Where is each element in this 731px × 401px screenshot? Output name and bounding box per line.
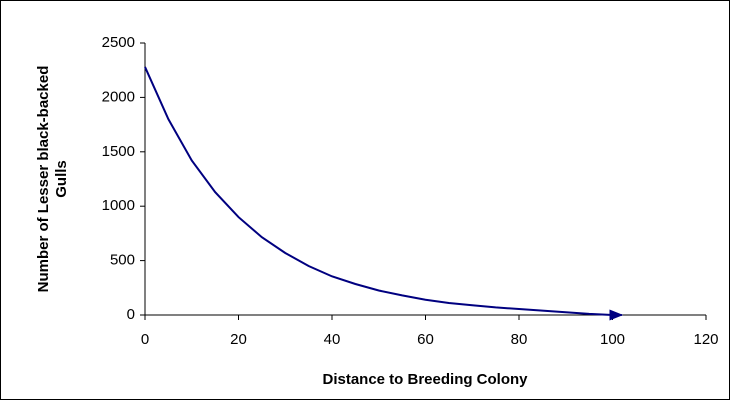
- x-axis-title: Distance to Breeding Colony: [322, 371, 528, 388]
- y-tick-label: 1000: [102, 197, 135, 214]
- y-tick-label: 2000: [102, 88, 135, 105]
- x-tick-label: 40: [324, 331, 341, 348]
- x-tick-label: 80: [511, 331, 528, 348]
- y-tick-label: 1500: [102, 143, 135, 160]
- y-axis-title: Number of Lesser black-backed: [35, 66, 52, 293]
- y-tick-label: 500: [110, 252, 135, 269]
- data-line: [144, 66, 624, 321]
- y-tick-label: 0: [127, 306, 135, 323]
- x-tick-label: 60: [417, 331, 434, 348]
- x-tick-label: 0: [141, 331, 149, 348]
- x-tick-label: 120: [693, 331, 718, 348]
- y-axis-title: Gulls: [53, 160, 70, 198]
- x-tick-label: 20: [230, 331, 247, 348]
- x-tick-label: 100: [600, 331, 625, 348]
- y-tick-label: 2500: [102, 34, 135, 51]
